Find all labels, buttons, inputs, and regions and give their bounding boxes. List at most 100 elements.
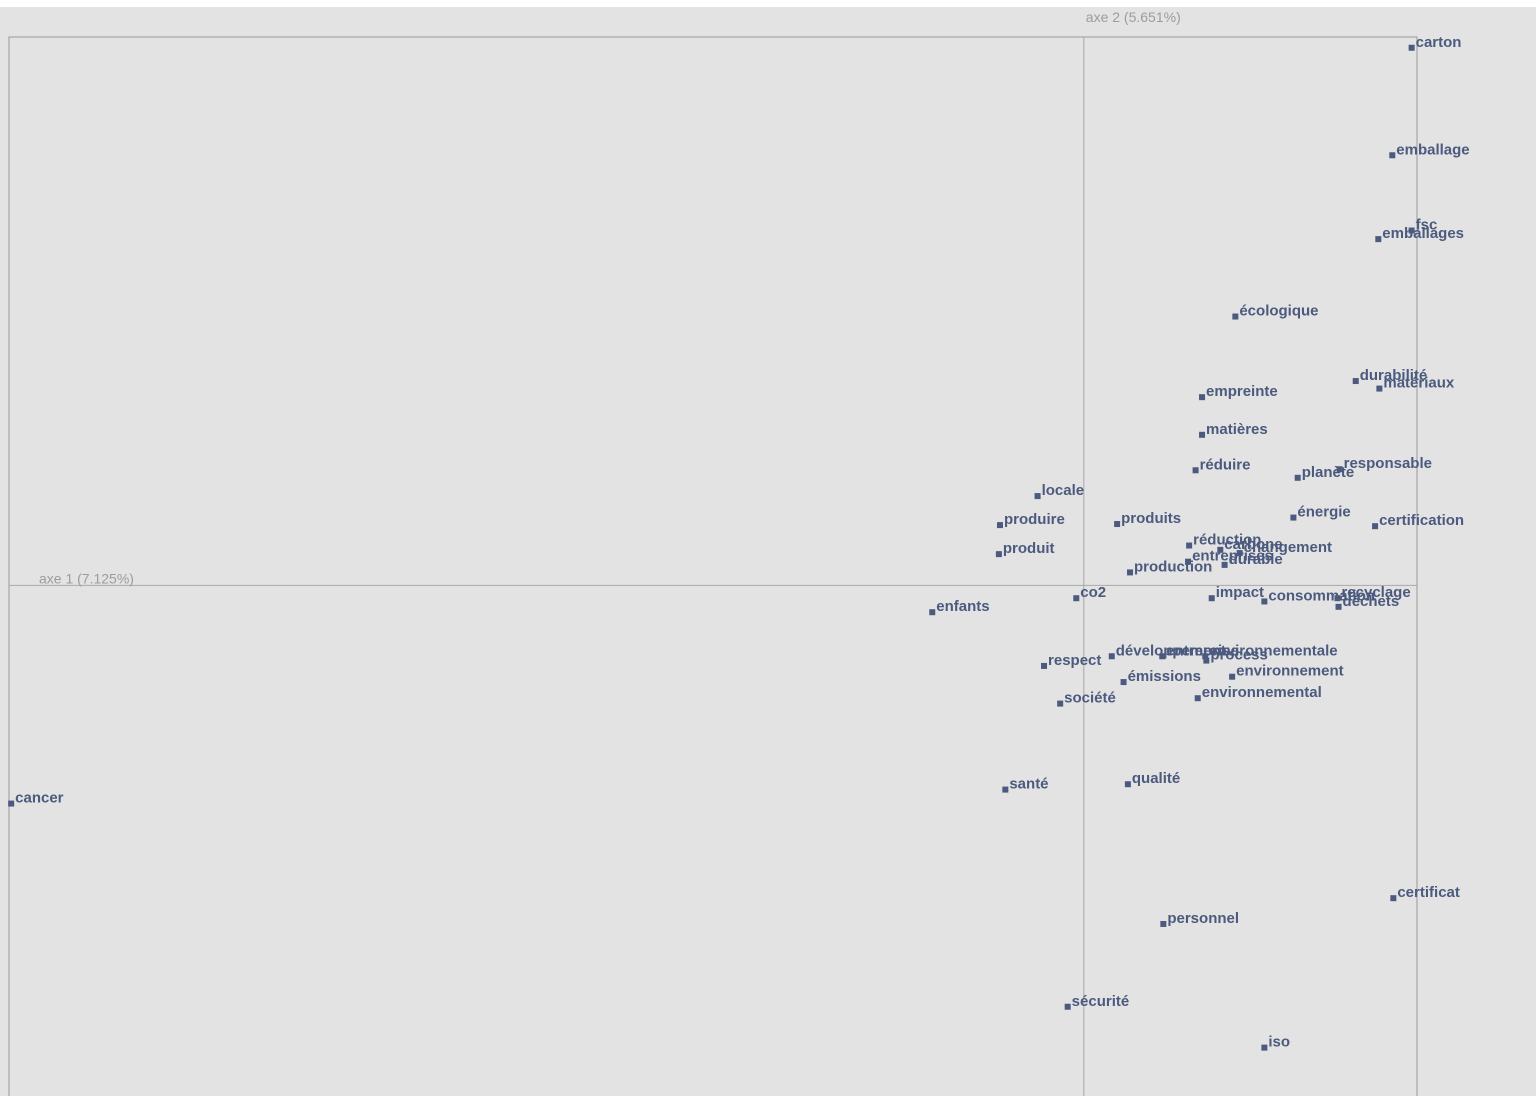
point-marker (1127, 569, 1134, 576)
data-point[interactable]: entreprises (1185, 548, 1273, 565)
point-label: environnement (1236, 663, 1344, 680)
point-marker (1186, 542, 1193, 549)
data-point[interactable]: recyclage (1334, 584, 1411, 602)
data-point[interactable]: changement (1236, 539, 1332, 557)
point-marker (1408, 227, 1415, 234)
point-label: durabilité (1360, 367, 1428, 384)
data-point[interactable]: emballage (1389, 141, 1470, 159)
point-label: impact (1216, 584, 1264, 601)
data-point[interactable]: co2 (1073, 584, 1106, 602)
data-point[interactable]: écologique (1232, 303, 1319, 320)
data-point[interactable]: sécurité (1064, 993, 1130, 1010)
data-point[interactable]: déchets (1335, 593, 1400, 610)
data-point[interactable]: impact (1208, 584, 1264, 602)
data-point[interactable]: environnemental (1194, 684, 1322, 702)
data-point[interactable]: empreinte (1199, 383, 1278, 401)
data-point[interactable]: enfants (929, 598, 990, 616)
point-label: entreprises (1192, 548, 1273, 565)
point-label: empreinte (1206, 383, 1278, 400)
point-marker (1375, 236, 1382, 243)
point-label: certification (1379, 512, 1464, 529)
point-marker (1202, 653, 1209, 660)
data-point[interactable]: cancer (8, 790, 64, 807)
data-point[interactable]: responsable (1336, 455, 1432, 473)
data-point[interactable]: matières (1199, 421, 1268, 438)
point-marker (1236, 550, 1243, 557)
data-point[interactable]: produit (995, 540, 1055, 558)
data-point[interactable]: respect (1041, 652, 1101, 669)
data-point[interactable]: produits (1114, 510, 1181, 528)
data-point[interactable]: personnel (1160, 910, 1239, 927)
data-point[interactable]: durabilité (1352, 367, 1428, 385)
point-marker (929, 609, 936, 616)
data-point[interactable]: carton (1408, 34, 1462, 51)
point-label: écologique (1239, 303, 1318, 320)
data-point[interactable]: emballages (1375, 225, 1464, 243)
point-label: co2 (1080, 584, 1106, 601)
point-label: emballage (1396, 141, 1469, 158)
data-point[interactable]: qualité (1124, 770, 1180, 788)
data-point[interactable]: fsc (1408, 217, 1438, 234)
point-label: développement (1116, 642, 1226, 659)
data-point[interactable]: société (1057, 690, 1116, 707)
data-point[interactable]: locale (1034, 482, 1085, 500)
point-label: santé (1009, 776, 1048, 793)
point-marker (1199, 394, 1206, 401)
point-marker (1114, 521, 1121, 528)
data-point[interactable]: production (1127, 558, 1212, 576)
point-marker (1372, 523, 1379, 530)
point-label: locale (1042, 482, 1085, 499)
data-point[interactable]: consommation (1261, 587, 1375, 605)
data-point[interactable]: certificat (1390, 884, 1460, 902)
point-label: carbone (1224, 536, 1282, 553)
point-marker (995, 551, 1002, 558)
data-point[interactable]: durable (1221, 551, 1283, 568)
data-point[interactable]: iso (1261, 1034, 1290, 1051)
point-marker (1064, 1003, 1071, 1010)
point-label: changement (1244, 539, 1332, 556)
point-marker (1073, 595, 1080, 602)
point-label: produits (1121, 510, 1181, 527)
point-label: responsable (1344, 455, 1432, 472)
data-point[interactable]: environnementale (1202, 642, 1338, 660)
point-marker (1192, 467, 1199, 474)
point-marker (1261, 598, 1268, 605)
data-point[interactable]: réduction (1186, 532, 1261, 549)
data-point[interactable]: émissions (1120, 668, 1201, 686)
point-label: personnel (1167, 910, 1239, 927)
data-point[interactable]: process (1203, 647, 1268, 664)
plot-frame (8, 36, 1418, 1096)
point-label: société (1064, 690, 1116, 707)
point-label: carton (1416, 34, 1462, 51)
data-point[interactable]: réduire (1192, 456, 1251, 474)
point-label: consommation (1268, 587, 1375, 604)
point-marker (1124, 781, 1131, 788)
point-label: environnementale (1209, 642, 1337, 659)
point-marker (1336, 466, 1343, 473)
point-marker (8, 800, 15, 807)
data-point[interactable]: environnement (1229, 663, 1344, 680)
data-point[interactable]: entreprise (1159, 642, 1239, 660)
data-point[interactable]: matériaux (1376, 375, 1455, 392)
point-marker (1229, 673, 1236, 680)
point-label: produit (1003, 540, 1055, 557)
point-marker (1057, 700, 1064, 707)
point-marker (1376, 385, 1383, 392)
point-label: énergie (1297, 504, 1350, 521)
point-marker (1160, 920, 1167, 927)
point-marker (1232, 313, 1239, 320)
point-label: environnemental (1202, 684, 1322, 701)
point-marker (1389, 152, 1396, 159)
point-marker (1221, 561, 1228, 568)
data-point[interactable]: énergie (1290, 504, 1351, 521)
data-point[interactable]: produire (996, 511, 1065, 529)
data-point[interactable]: carbone (1217, 536, 1283, 553)
point-label: emballages (1382, 225, 1464, 242)
data-point[interactable]: certification (1372, 512, 1464, 530)
data-point[interactable]: santé (1002, 776, 1049, 793)
point-label: sécurité (1072, 993, 1130, 1010)
data-point[interactable]: développement (1108, 642, 1226, 660)
point-marker (1185, 558, 1192, 565)
point-marker (1120, 679, 1127, 686)
